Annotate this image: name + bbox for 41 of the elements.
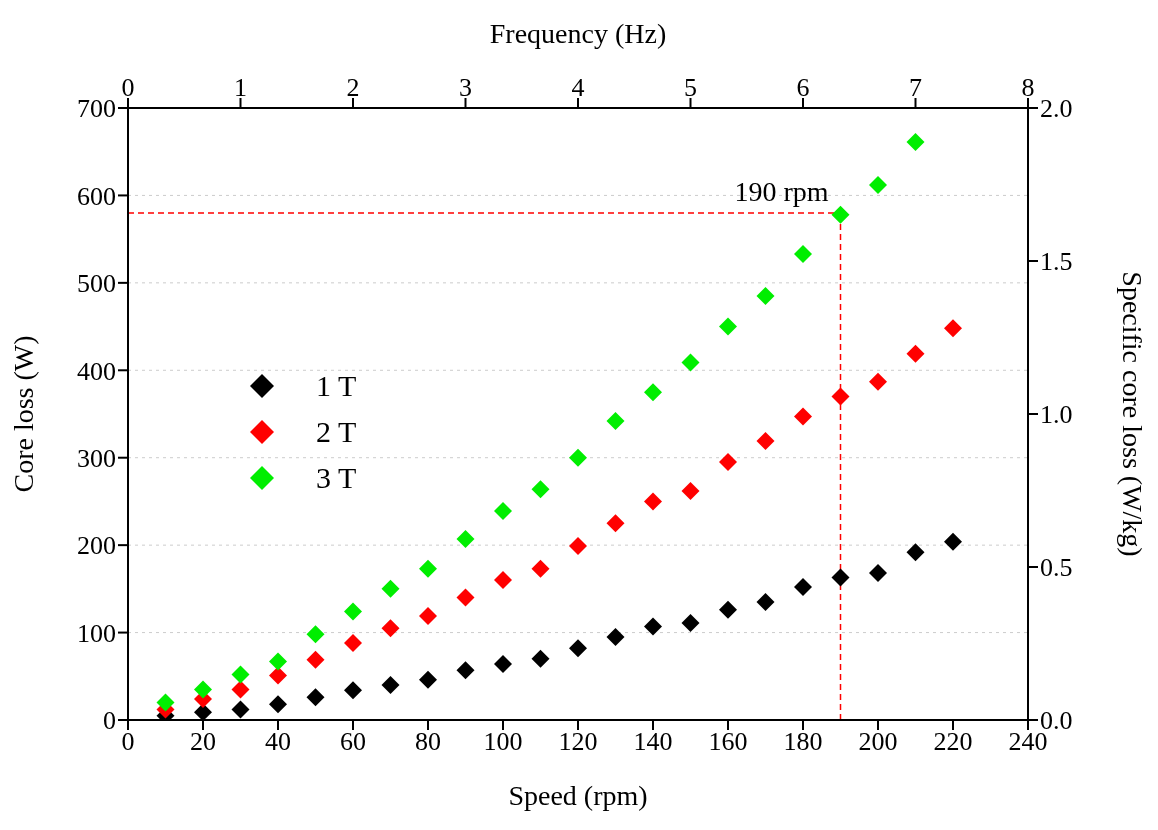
legend-label: 3 T bbox=[316, 461, 357, 495]
y-tick-label: 300 bbox=[77, 443, 116, 473]
y-tick-label: 0 bbox=[103, 706, 116, 736]
x-tick-label: 220 bbox=[933, 727, 973, 757]
x2-tick-label: 1 bbox=[234, 73, 247, 102]
y2-tick-label: 2.0 bbox=[1040, 94, 1073, 124]
x-tick-label: 40 bbox=[265, 727, 291, 757]
legend-label: 2 T bbox=[316, 415, 357, 449]
legend-label: 1 T bbox=[316, 369, 357, 403]
x-tick-label: 20 bbox=[190, 727, 216, 757]
y2-tick-label: 1.0 bbox=[1040, 400, 1073, 430]
y-tick-label: 400 bbox=[77, 356, 116, 386]
x-tick-label: 120 bbox=[558, 727, 598, 757]
y-tick-label: 600 bbox=[77, 181, 116, 211]
x-tick-label: 80 bbox=[415, 727, 441, 757]
y-tick-label: 100 bbox=[77, 618, 116, 648]
x-tick-label: 160 bbox=[708, 727, 748, 757]
y-tick-label: 200 bbox=[77, 531, 116, 561]
x2-tick-label: 2 bbox=[346, 73, 360, 102]
y-tick-label: 700 bbox=[77, 94, 116, 124]
x2-axis-title: Frequency (Hz) bbox=[489, 17, 667, 49]
y-tick-label: 500 bbox=[77, 269, 116, 299]
y2-tick-label: 1.5 bbox=[1040, 247, 1073, 277]
x-tick-label: 100 bbox=[483, 727, 523, 757]
x2-tick-label: 0 bbox=[121, 73, 135, 102]
x2-tick-label: 5 bbox=[684, 73, 697, 102]
x2-tick-label: 6 bbox=[796, 73, 810, 102]
x-tick-label: 200 bbox=[858, 727, 898, 757]
x-tick-label: 140 bbox=[633, 727, 673, 757]
x-tick-label: 180 bbox=[783, 727, 823, 757]
x2-tick-label: 3 bbox=[459, 73, 472, 102]
x-axis-title: Speed (rpm) bbox=[508, 780, 648, 811]
ref-line-label: 190 rpm bbox=[734, 175, 829, 207]
x2-tick-label: 8 bbox=[1021, 73, 1035, 102]
x2-tick-label: 4 bbox=[571, 73, 585, 102]
x2-tick-label: 7 bbox=[909, 73, 922, 102]
x-tick-label: 60 bbox=[340, 727, 366, 757]
y-axis-title: Core loss (W) bbox=[7, 335, 39, 493]
x-tick-label: 0 bbox=[121, 727, 135, 757]
y2-tick-label: 0.5 bbox=[1040, 553, 1073, 583]
y2-axis-title: Specific core loss (W/kg) bbox=[1117, 271, 1149, 557]
